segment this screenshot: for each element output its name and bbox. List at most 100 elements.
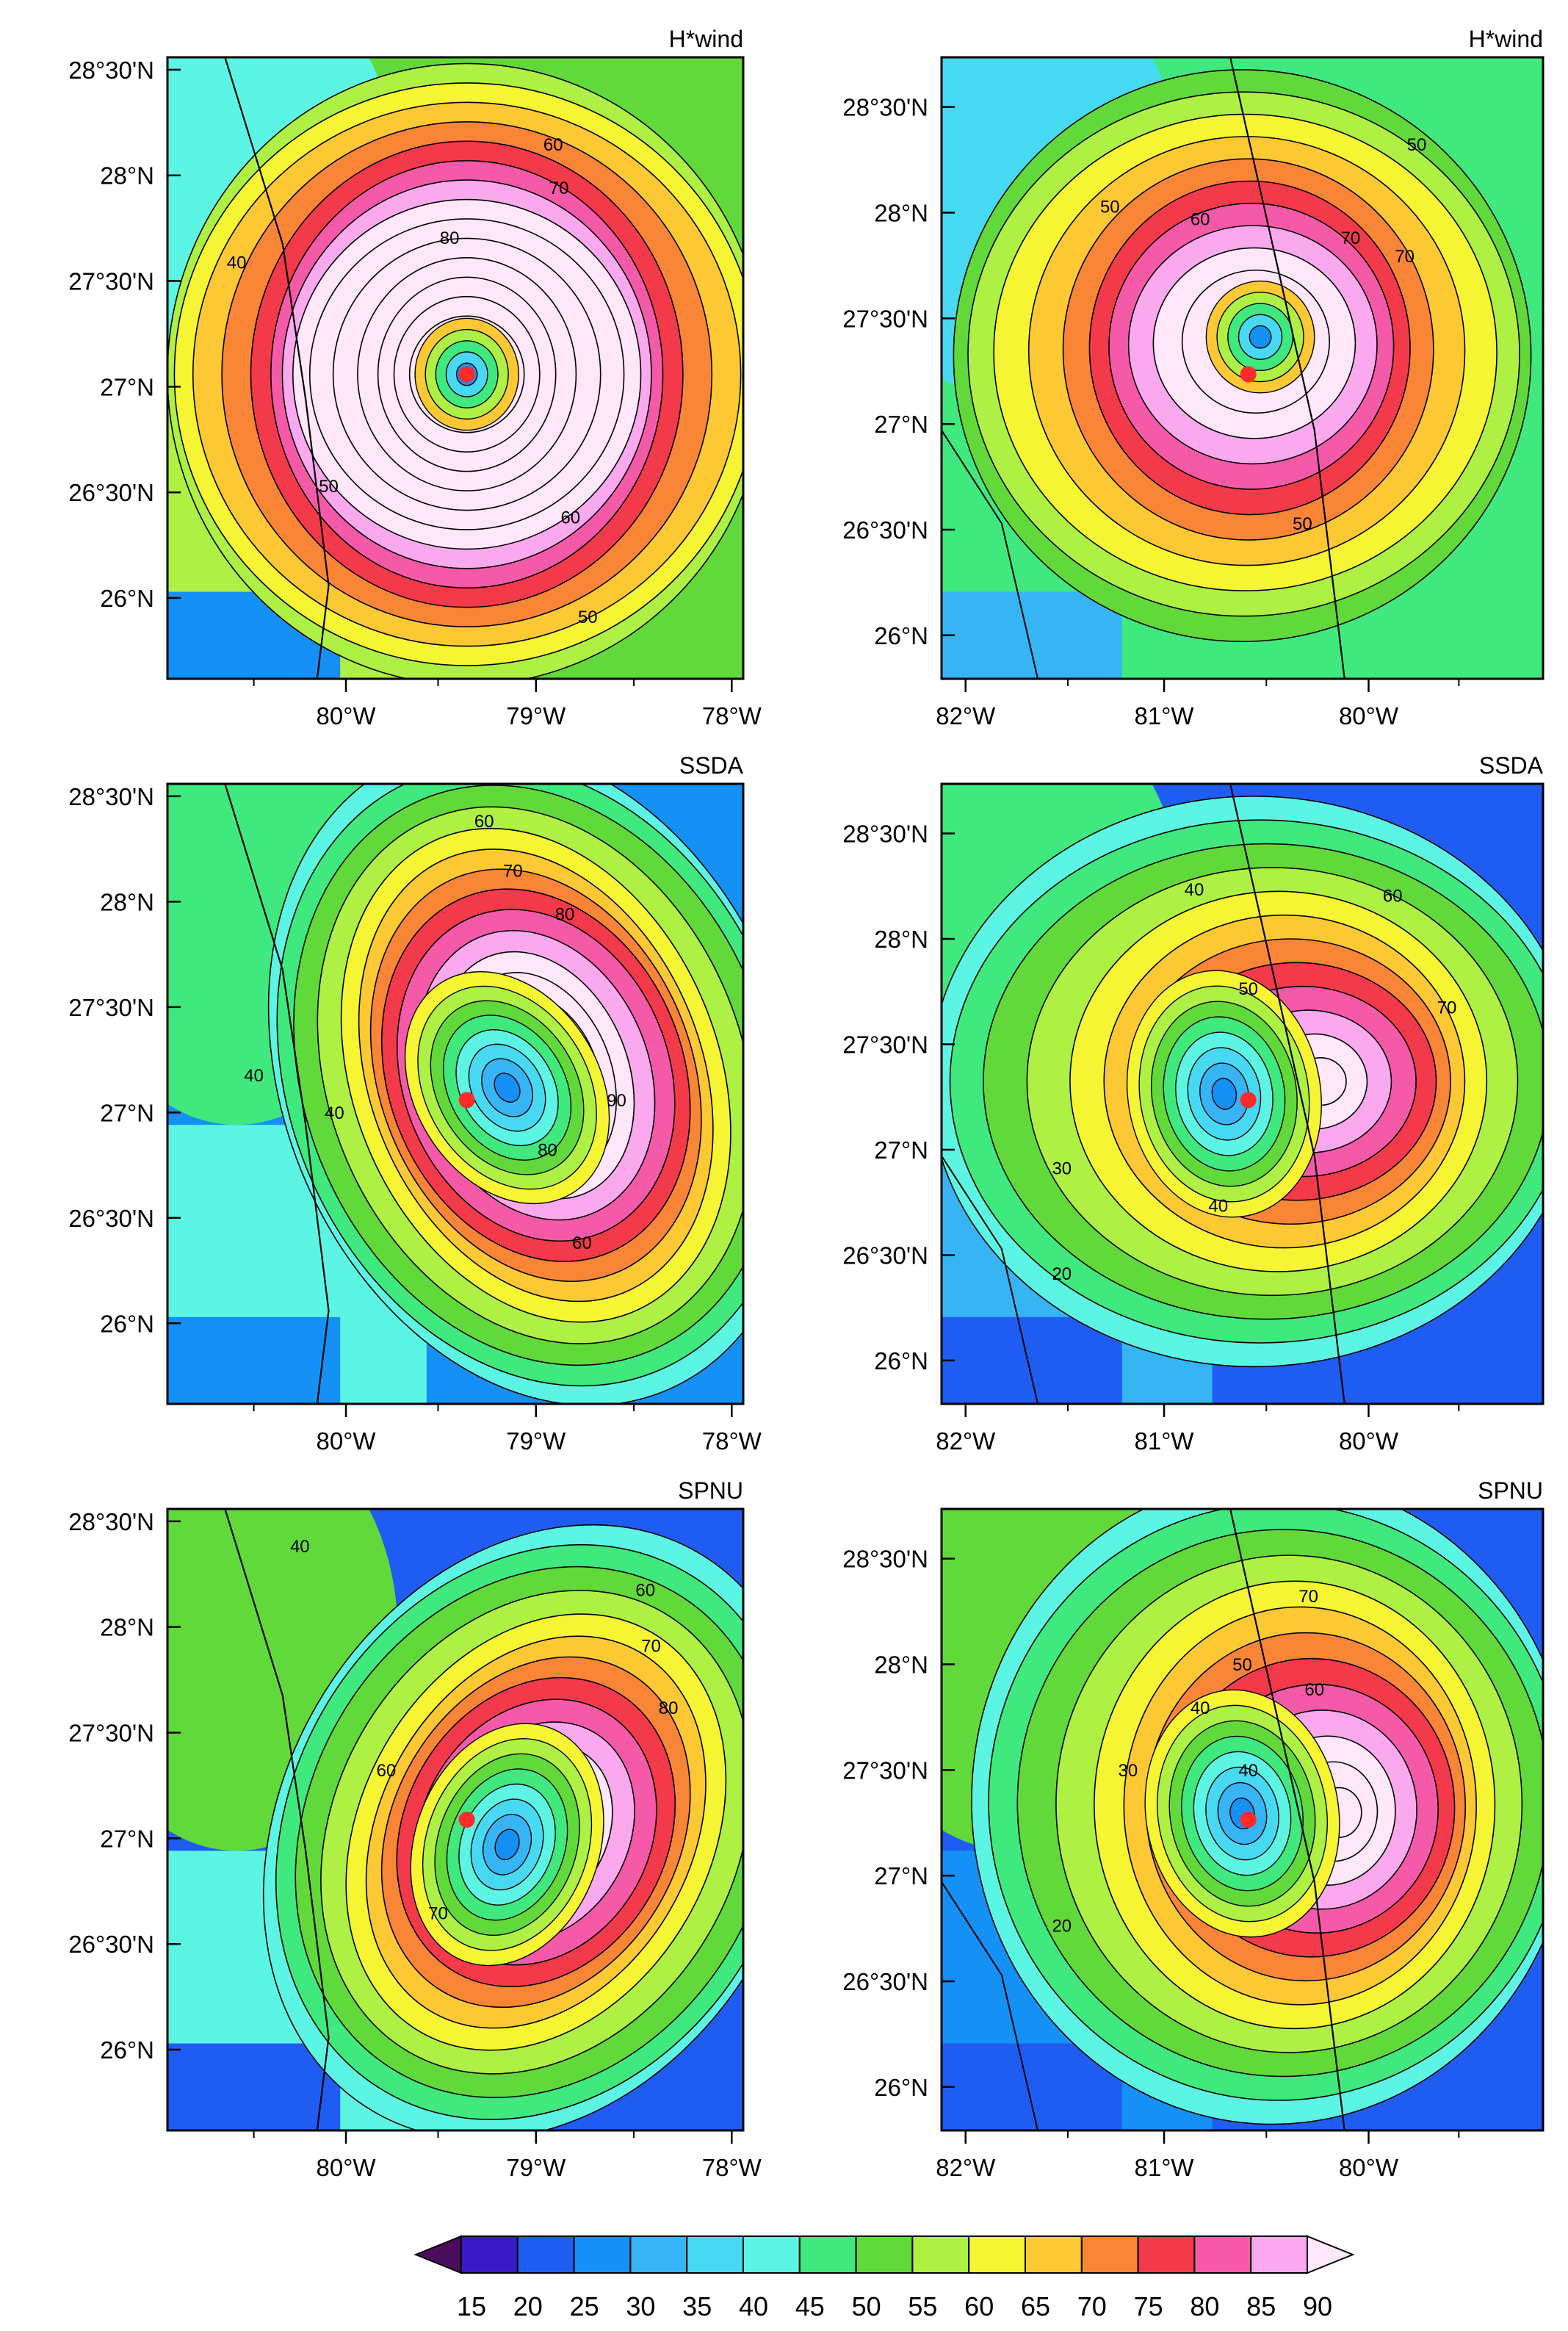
colorbar-high-arrow [1307, 2235, 1355, 2274]
contour-label: 80 [440, 228, 460, 248]
storm-center-marker [1240, 1092, 1257, 1109]
contour-field [942, 784, 1543, 1404]
contour-label: 70 [1298, 1587, 1318, 1607]
colorbar-box [516, 2235, 575, 2274]
contour-label: 60 [635, 1580, 655, 1600]
west-coastline [942, 1881, 1039, 2130]
y-tick-label: 27°30'N [842, 1031, 928, 1058]
colorbar-box [798, 2235, 857, 2274]
contour-label: 60 [560, 508, 580, 528]
y-tick-label: 27°30'N [68, 1720, 154, 1747]
contour-label: 70 [1395, 247, 1415, 267]
contour-label: 80 [538, 1140, 557, 1160]
contour-label: 50 [319, 477, 339, 497]
contour-label: 50 [1293, 514, 1312, 534]
contour-label: 40 [244, 1066, 264, 1086]
y-tick-label: 27°N [100, 1825, 154, 1852]
y-tick-label: 27°N [100, 1099, 154, 1126]
field-min-region [167, 1316, 341, 1404]
storm-center-marker [458, 1092, 475, 1109]
contour-label: 30 [1052, 1159, 1072, 1179]
contour-label: 80 [555, 905, 575, 925]
x-tick-label: 78°W [702, 2154, 762, 2181]
y-tick-label: 28°30'N [842, 821, 928, 848]
colorbar-label: 75 [1134, 2291, 1163, 2321]
x-tick-label: 80°W [1339, 702, 1399, 729]
x-tick-label: 80°W [317, 702, 377, 729]
colorbar-label: 85 [1246, 2291, 1276, 2321]
coastline [224, 1509, 330, 2130]
map-frame [940, 782, 1544, 1405]
x-tick-label: 78°W [702, 1427, 762, 1455]
y-tick-label: 26°N [874, 622, 928, 649]
colorbar-label: 35 [682, 2291, 712, 2321]
field-min-region [942, 1316, 1122, 1404]
colorbar-label: 80 [1190, 2291, 1219, 2321]
colorbar-box [686, 2235, 745, 2274]
y-tick-label: 26°30'N [68, 1931, 154, 1958]
contour-label: 40 [290, 1537, 310, 1557]
contour-label: 60 [543, 135, 563, 155]
panel-title: SPNU [678, 1477, 743, 1504]
panel-ssda-left: 60 70 80 90 80 60 40 40 SSDA 28°30'N 28°N 27°30'N 27… [68, 752, 762, 1455]
x-tick-label: 82°W [936, 1427, 996, 1455]
panel-title: H*wind [1469, 26, 1543, 52]
y-tick-label: 28°N [100, 888, 154, 915]
y-tick-label: 26°N [100, 585, 154, 612]
colorbar-label: 40 [739, 2291, 768, 2321]
y-tick-label: 26°N [874, 2074, 928, 2101]
map-frame [166, 56, 745, 680]
y-tick-label: 28°N [100, 1614, 154, 1641]
field-min-region [167, 2043, 341, 2130]
map-frame [940, 56, 1544, 680]
y-tick-label: 28°30'N [842, 1546, 928, 1573]
contour-label: 50 [1238, 979, 1258, 999]
storm-center-marker [1240, 366, 1257, 383]
eye-contour [494, 1073, 521, 1103]
eye-contour [494, 1829, 520, 1861]
panel-title: SSDA [1479, 752, 1544, 779]
contour-label: 40 [227, 253, 247, 273]
contour-label: 40 [325, 1103, 344, 1123]
x-tick-label: 81°W [1134, 1427, 1194, 1455]
y-tick-label: 27°30'N [68, 994, 154, 1021]
y-tick-label: 27°30'N [842, 1757, 928, 1784]
contour-label: 30 [1119, 1761, 1138, 1781]
colorbar-box [968, 2235, 1026, 2274]
contour-label: 40 [1238, 1761, 1258, 1781]
contour-label: 40 [1191, 1698, 1210, 1718]
contour-label: 70 [549, 179, 569, 198]
y-tick-label: 28°30'N [68, 783, 154, 810]
west-coastline [942, 430, 1039, 679]
x-tick-label: 80°W [317, 2154, 377, 2181]
eye-contour [1211, 1078, 1238, 1110]
contour-label: 50 [1100, 198, 1120, 217]
y-tick-label: 28°N [874, 200, 928, 227]
map-frame [166, 1507, 745, 2132]
y-tick-label: 28°30'N [68, 1508, 154, 1535]
y-tick-label: 27°N [100, 373, 154, 400]
y-tick-label: 27°30'N [68, 268, 154, 295]
colorbar-box [1080, 2235, 1139, 2274]
contour-label: 50 [1407, 135, 1427, 155]
colorbar-label: 70 [1077, 2291, 1107, 2321]
y-tick-label: 26°N [874, 1347, 928, 1375]
colorbar-label: 60 [964, 2291, 994, 2321]
contour-label: 40 [1208, 1196, 1228, 1216]
colorbar-box [911, 2235, 970, 2274]
panel-spnu-left: 40 60 70 80 60 70 SPNU 28°30'N 28°N 27°30'N 27°N 26… [68, 1477, 762, 2181]
x-tick-label: 79°W [506, 2154, 566, 2181]
colorbar-label: 55 [908, 2291, 937, 2321]
y-tick-label: 28°N [100, 162, 154, 190]
coastline [1229, 784, 1345, 1404]
contour-label: 20 [1052, 1264, 1072, 1284]
panel-hwind-right: 50 50 60 70 70 50 H*wind 28°30'N 28°N 27°30'N 27°N… [842, 26, 1544, 729]
storm-center-marker [458, 1812, 475, 1828]
colorbar-label: 90 [1303, 2291, 1332, 2321]
panel-title: SPNU [1478, 1477, 1543, 1504]
y-tick-label: 26°30'N [842, 516, 928, 544]
colorbar: 15 20 25 30 35 40 45 50 55 60 65 70 75 80 85 90 [413, 2235, 1355, 2321]
x-tick-label: 79°W [506, 1427, 566, 1455]
contour-label: 40 [1185, 880, 1204, 900]
